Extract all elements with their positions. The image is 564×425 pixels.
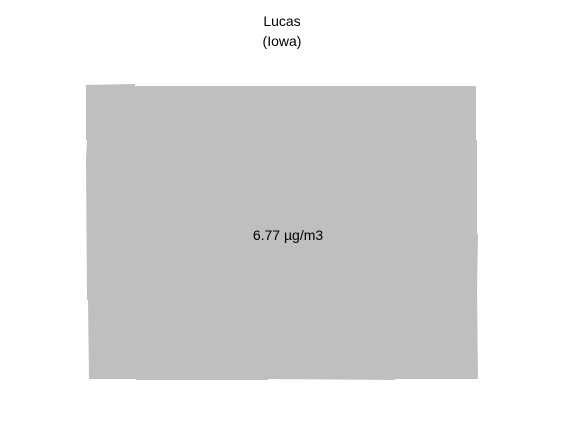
state-name: (Iowa) [262,33,302,49]
county-value-label: 6.77 µg/m3 [253,227,324,243]
county-name: Lucas [263,13,301,29]
county-shape [86,84,478,380]
map-title: Lucas (Iowa) [0,11,564,51]
